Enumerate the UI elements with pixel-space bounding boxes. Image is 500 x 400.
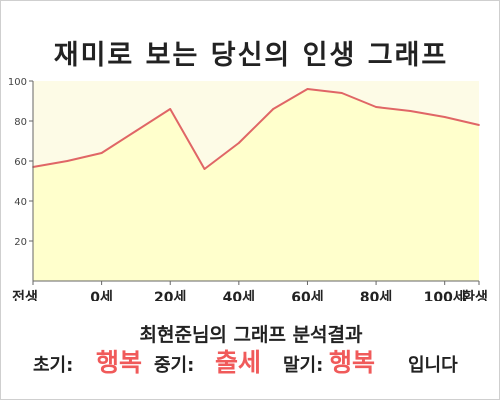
data-point — [409, 110, 412, 112]
x-tick-label: 20세 — [154, 290, 186, 301]
middle-value: 출세 — [215, 348, 262, 377]
x-tick-label: 80세 — [360, 290, 392, 301]
y-tick-label: 40 — [14, 197, 27, 208]
early-label: 초기: — [33, 355, 74, 376]
page-title: 재미로 보는 당신의 인생 그래프 — [53, 40, 449, 71]
data-point — [203, 168, 206, 170]
data-point — [100, 152, 103, 154]
data-point — [66, 160, 69, 162]
y-tick-label: 80 — [14, 117, 27, 128]
data-point — [375, 106, 377, 108]
result-suffix: 입니다 — [408, 355, 458, 376]
data-point — [306, 88, 309, 90]
area-fill — [33, 89, 479, 281]
early-value: 행복 — [96, 348, 143, 377]
middle-label: 중기: — [154, 355, 195, 376]
data-point — [340, 92, 343, 94]
x-tick-label: 전생 — [12, 289, 38, 301]
data-point — [237, 142, 240, 144]
data-point — [478, 124, 480, 126]
data-point — [169, 108, 172, 110]
result-heading: 최현준님의 그래프 분석결과 — [139, 324, 363, 346]
y-tick-label: 20 — [14, 237, 27, 248]
y-tick-label: 60 — [14, 157, 27, 168]
x-tick-label: 60세 — [291, 290, 323, 301]
x-tick-label: 환생 — [462, 289, 488, 301]
x-tick-label: 40세 — [223, 290, 255, 301]
data-point — [135, 130, 137, 132]
late-label: 말기: — [283, 355, 324, 376]
data-point — [443, 116, 446, 118]
series-line — [32, 88, 480, 170]
y-tick-label: 100 — [8, 77, 27, 88]
x-tick-label: 0세 — [90, 290, 113, 301]
result-summary: 초기: 행복 중기: 출세 말기: 행복 입니다 — [1, 345, 500, 385]
late-value: 행복 — [329, 348, 376, 377]
data-point — [272, 108, 275, 110]
x-tick-label: 100세 — [424, 290, 466, 301]
